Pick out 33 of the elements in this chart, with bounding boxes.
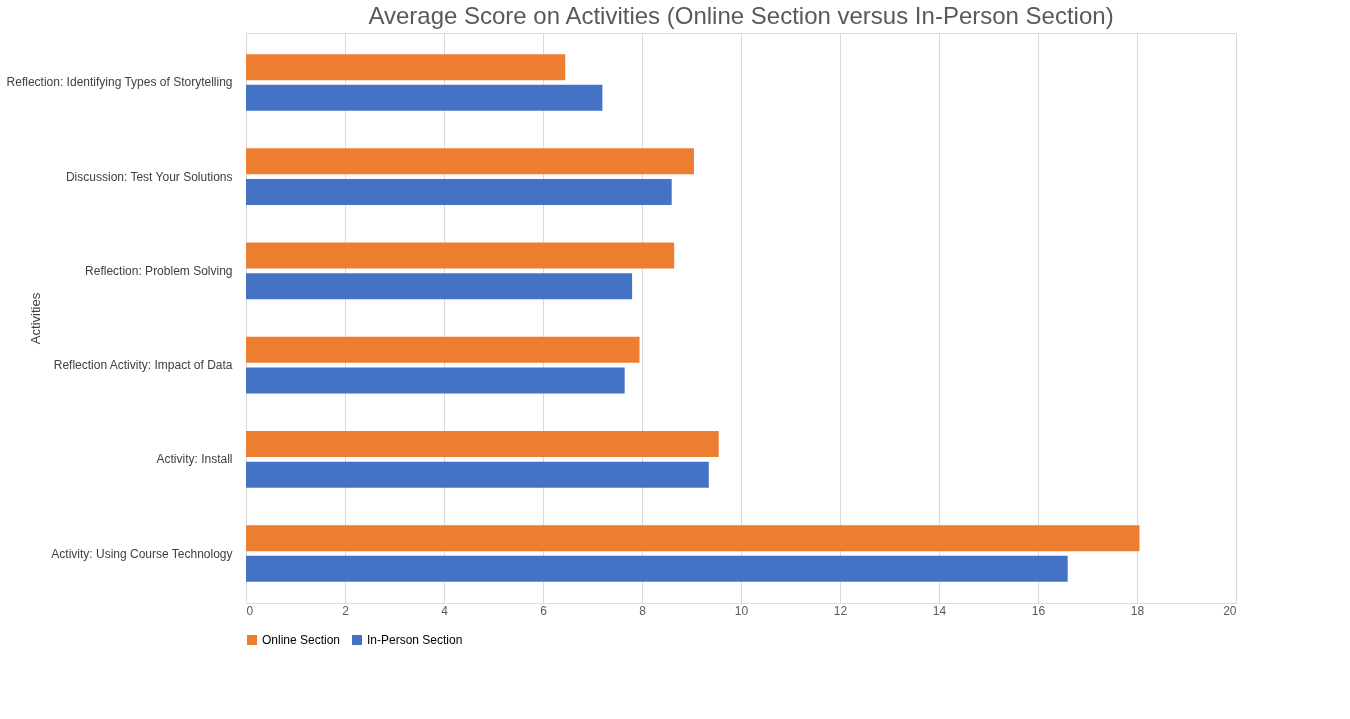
x-tick-label: 6 (540, 603, 548, 618)
x-tick-label: 14 (932, 603, 947, 618)
legend-label: Online Section (262, 633, 341, 647)
bar (246, 555, 1068, 582)
x-tick-label: 12 (833, 603, 848, 618)
bar (246, 84, 603, 111)
bar (246, 273, 633, 300)
x-tick-label: 18 (1130, 603, 1145, 618)
legend-label: In-Person Section (367, 633, 463, 647)
bar (246, 242, 675, 269)
y-tick-label: Reflection: Identifying Types of Storytelling (6, 75, 233, 90)
y-tick-label: Discussion: Test Your Solutions (65, 169, 233, 184)
y-axis-title: Activities (27, 292, 43, 345)
chart-title: Average Score on Activities (Online Section versus In-Person Section) (368, 2, 1114, 29)
x-tick-label: 10 (734, 603, 749, 618)
bar (246, 525, 1140, 552)
x-tick-label: 8 (639, 603, 647, 618)
bar (246, 178, 672, 205)
x-tick-label: 4 (441, 603, 449, 618)
bar (246, 148, 694, 175)
bar (246, 367, 625, 394)
bar (246, 431, 719, 458)
y-tick-label: Activity: Using Course Technology (51, 546, 233, 561)
y-tick-label: Activity: Install (156, 452, 233, 467)
bar (246, 461, 709, 488)
bar (246, 336, 640, 363)
x-tick-label: 16 (1031, 603, 1046, 618)
y-tick-label: Reflection Activity: Impact of Data (53, 358, 233, 373)
bar (246, 54, 566, 81)
x-tick-label: 20 (1223, 603, 1237, 618)
x-tick-label: 0 (246, 603, 254, 618)
y-tick-label: Reflection: Problem Solving (85, 263, 233, 278)
x-tick-label: 2 (342, 603, 350, 618)
